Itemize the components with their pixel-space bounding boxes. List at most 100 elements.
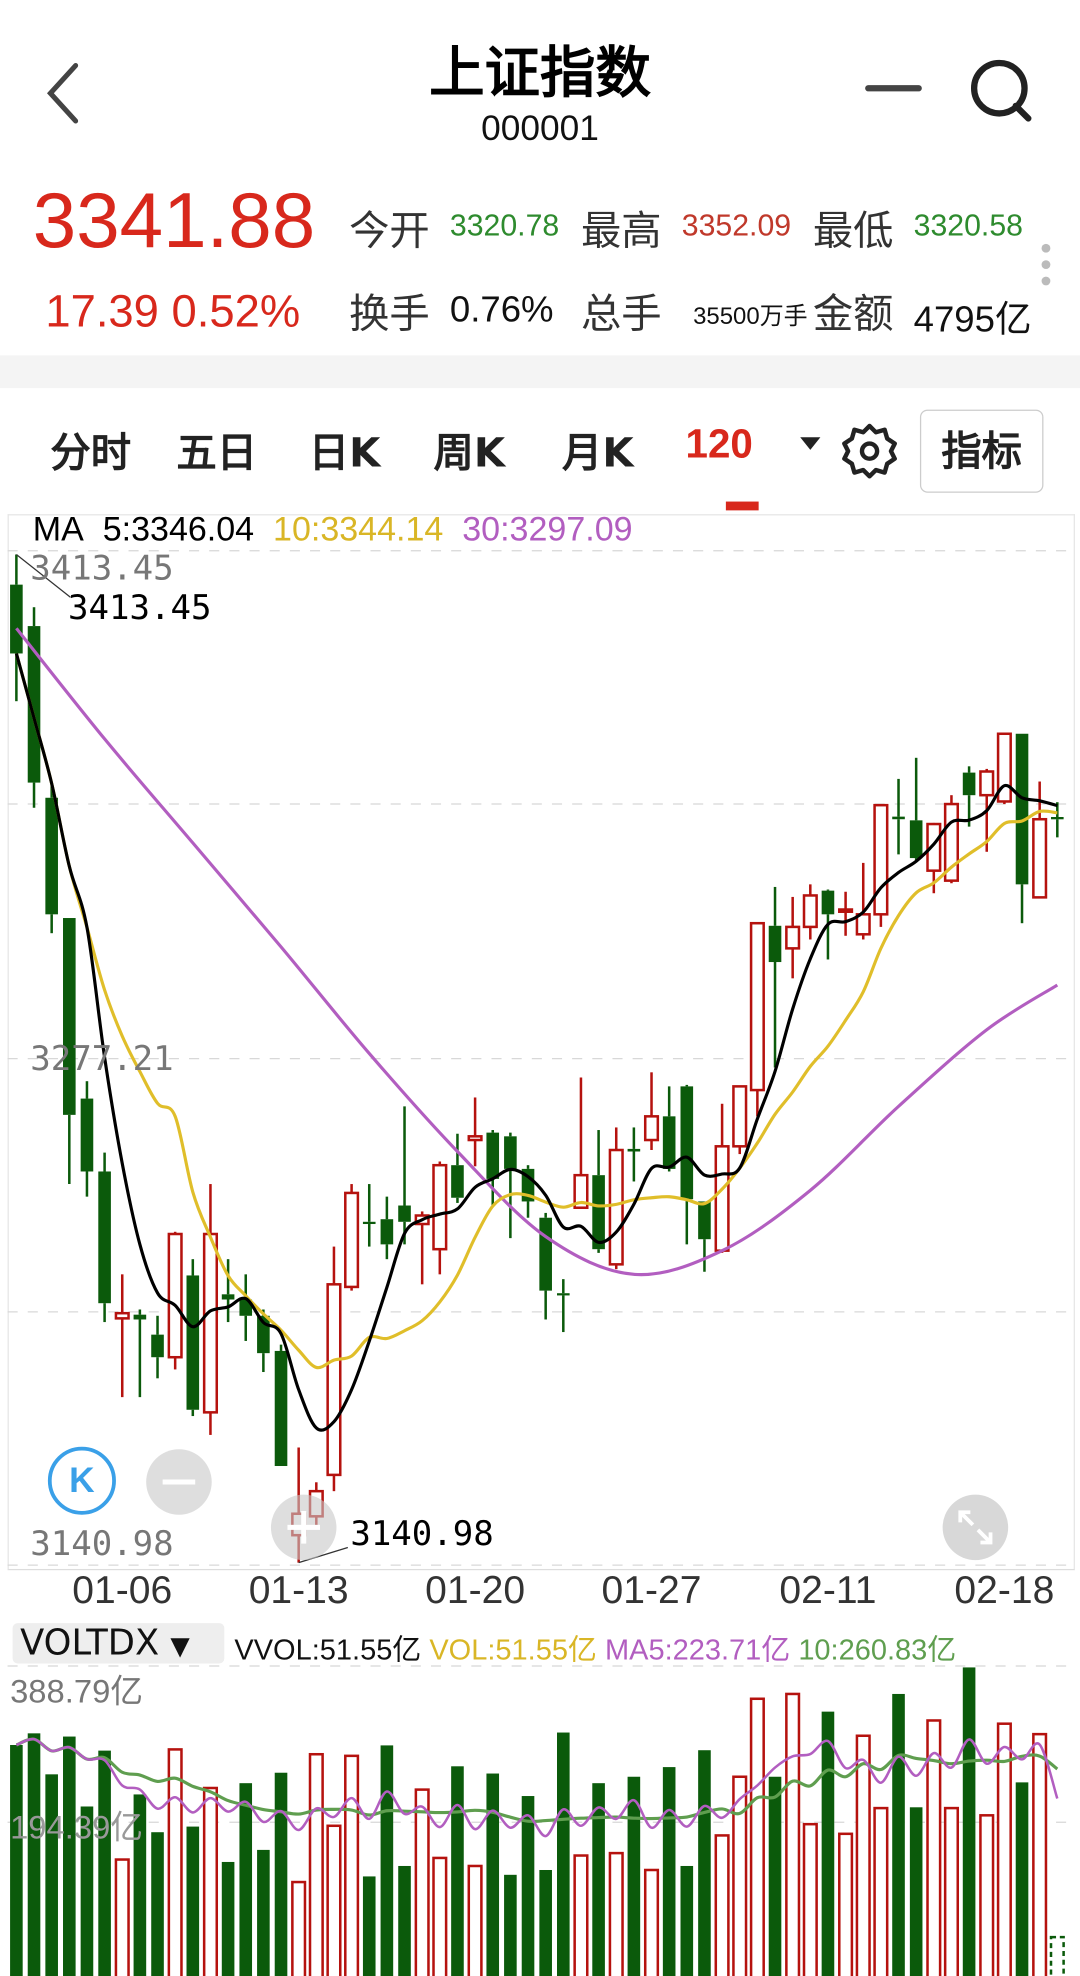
candle-body: [592, 1175, 605, 1250]
back-button[interactable]: [38, 60, 93, 126]
volume-bar: [768, 1776, 782, 1976]
triangle-down-icon: ▼: [170, 1630, 190, 1661]
candle: [380, 1196, 394, 1260]
settings-button[interactable]: [841, 422, 899, 480]
candle-body: [573, 1173, 589, 1209]
candle: [451, 1133, 464, 1203]
indicator-button[interactable]: 指标: [919, 409, 1044, 493]
candle-body: [133, 1314, 147, 1320]
search-icon: [970, 59, 1032, 122]
ma5-value: 5:3346.04: [102, 510, 255, 549]
stat-label: 总手: [580, 289, 662, 338]
volume-bar: [996, 1722, 1012, 1976]
volume-bar: [592, 1783, 605, 1976]
candle-body: [114, 1311, 130, 1320]
candle-body: [662, 1116, 676, 1169]
volume-bar: [785, 1692, 801, 1976]
volume-bar: [662, 1767, 676, 1976]
volume-bar: [909, 1807, 923, 1976]
stat-label: 最低: [812, 206, 894, 255]
candle: [996, 732, 1012, 805]
candle: [785, 896, 801, 979]
zoom-in-button[interactable]: [270, 1494, 337, 1561]
volume-bar: [838, 1832, 854, 1976]
candle-body: [151, 1334, 164, 1358]
minus-icon: [865, 85, 922, 92]
volume-bar: [239, 1783, 253, 1976]
volume-bar: [274, 1772, 288, 1976]
candle: [643, 1072, 660, 1151]
date-tick-label: 01-06: [72, 1567, 173, 1612]
more-menu-icon[interactable]: [1041, 242, 1051, 287]
candle: [855, 862, 871, 940]
candle: [326, 1246, 342, 1492]
volume-bar: [451, 1766, 464, 1976]
candle-body: [467, 1135, 483, 1142]
candle-body: [221, 1294, 235, 1300]
stat-label: 金额: [812, 289, 894, 338]
volume-bar: [186, 1826, 200, 1976]
volume-bar: [962, 1667, 976, 1976]
candle: [504, 1132, 517, 1239]
volume-bar: [45, 1774, 58, 1976]
zoom-out-button[interactable]: [146, 1449, 212, 1515]
date-tick-label: 02-11: [779, 1567, 877, 1612]
volume-bar: [80, 1806, 94, 1976]
fullscreen-button[interactable]: [942, 1494, 1009, 1561]
volume-bar: [608, 1851, 624, 1976]
candle-body: [80, 1098, 94, 1172]
k-line-button[interactable]: K: [47, 1446, 116, 1515]
volume-bar: [257, 1849, 270, 1976]
candle-body: [873, 803, 889, 916]
candle-body: [274, 1350, 288, 1467]
volume-bar: [557, 1732, 570, 1976]
volume-indicator-select[interactable]: VOLTDX ▼: [12, 1623, 225, 1664]
candle: [114, 1274, 130, 1398]
search-button[interactable]: [965, 55, 1036, 126]
candle-body: [926, 822, 942, 872]
volume-bar: [414, 1788, 430, 1976]
candle: [151, 1315, 164, 1379]
ma-legend: MA 5:3346.04 10:3344.14 30:3297.09: [33, 510, 633, 548]
stat-value: 4795亿: [913, 299, 1032, 341]
candle-body: [98, 1171, 111, 1304]
candle: [608, 1127, 624, 1270]
candle: [486, 1130, 500, 1206]
candle-body: [326, 1283, 342, 1477]
candle-body: [802, 894, 818, 929]
volume-bar: [398, 1865, 411, 1976]
volume-bar: [539, 1869, 552, 1976]
tab-1[interactable]: 分时: [50, 428, 132, 477]
tab-3[interactable]: 日K: [308, 428, 381, 477]
volume-axis-top: 388.79亿: [10, 1672, 144, 1711]
gear-icon: [842, 423, 897, 479]
candle-body: [45, 797, 58, 915]
candle-body: [344, 1191, 360, 1289]
volume-legend: VVOL:51.55亿 VOL:51.55亿 MA5:223.71亿 10:26…: [234, 1626, 956, 1669]
candle-body: [714, 1145, 730, 1252]
candle-body: [539, 1217, 552, 1291]
period-dropdown[interactable]: [799, 434, 822, 458]
candle: [133, 1309, 147, 1398]
date-tick-label: 02-18: [954, 1567, 1055, 1612]
candle-body: [1051, 817, 1064, 820]
candle: [467, 1097, 483, 1167]
minimize-button[interactable]: [862, 76, 925, 101]
tab-6[interactable]: 120: [685, 420, 753, 467]
volume-bar: [1032, 1732, 1048, 1976]
plus-circle-icon: [287, 1510, 321, 1544]
separator: [0, 355, 1080, 389]
candle: [274, 1344, 288, 1467]
volume-bar: [573, 1854, 589, 1976]
tab-2[interactable]: 五日: [176, 428, 258, 477]
candle-body: [732, 1085, 748, 1148]
tab-4[interactable]: 周K: [433, 428, 506, 477]
candle-body: [167, 1232, 183, 1359]
axis-label-top: 3413.45: [30, 549, 174, 589]
candle: [821, 889, 835, 960]
current-price: 3341.88: [32, 177, 316, 265]
tab-5[interactable]: 月K: [562, 428, 634, 477]
candle: [979, 768, 995, 852]
